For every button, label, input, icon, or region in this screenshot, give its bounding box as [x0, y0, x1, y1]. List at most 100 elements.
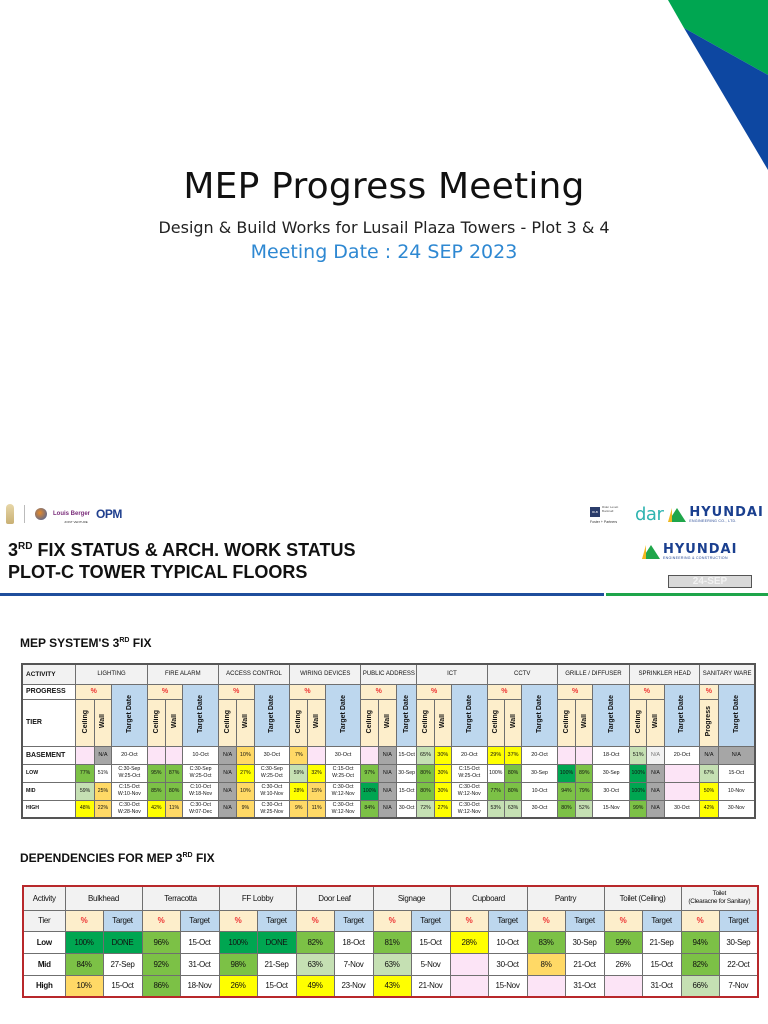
cell: N/A	[717, 745, 756, 765]
header-rule-green	[606, 593, 768, 596]
cell: 30-Sep	[592, 763, 631, 783]
cell: 84%	[64, 952, 104, 976]
cell: 8%	[526, 952, 566, 976]
cell	[663, 781, 701, 801]
cell: 10-Oct	[521, 781, 558, 801]
cell: 30-Sep	[718, 930, 759, 954]
cell: 5-Nov	[410, 952, 451, 976]
table-row: Low 100% DONE 96% 15-Oct 100% DONE 82% 1…	[22, 930, 759, 954]
cell: 100%	[629, 763, 648, 783]
wall-header: Wall	[433, 698, 452, 747]
cell: 30-Sep	[395, 763, 418, 783]
cell: 43%	[372, 974, 412, 998]
cell: 9%	[289, 799, 309, 819]
cell: N/A	[699, 745, 719, 765]
cell: 42%	[699, 799, 719, 819]
target-header: Target	[333, 909, 374, 932]
cell: 21-Oct	[564, 952, 605, 976]
cell: 21-Sep	[641, 930, 682, 954]
cell: 89%	[575, 763, 594, 783]
ceiling-header: Ceiling	[75, 698, 95, 747]
cell: 82%	[680, 952, 720, 976]
table-row: BASEMENT N/A 20-Oct 10-Oct N/A 10% 30-Oc…	[21, 745, 756, 765]
cell: 15-Oct	[641, 952, 682, 976]
cell: 26%	[218, 974, 258, 998]
cell: 63%	[295, 952, 335, 976]
cell: 72%	[416, 799, 435, 819]
cell: N/A	[646, 799, 665, 819]
pct-header: %	[75, 683, 113, 700]
cell: C:30-Sep W:25-Oct	[253, 763, 291, 783]
table-row: High 10% 15-Oct 86% 18-Nov 26% 15-Oct 49…	[22, 974, 759, 998]
cell: 10-Oct	[182, 745, 219, 765]
cell: 94%	[556, 781, 577, 801]
target-header: Target	[718, 909, 759, 932]
activity-cctv: CCTV	[486, 663, 558, 685]
cell: 21-Sep	[256, 952, 297, 976]
joint-venture-text: JOINT VENTURE	[64, 520, 88, 524]
cell: 15-Oct	[102, 974, 143, 998]
cell	[307, 745, 326, 765]
target-header: Target	[641, 909, 682, 932]
pct-header: %	[360, 683, 397, 700]
activity-header-row: ACTIVITY LIGHTING FIRE ALARM ACCESS CONT…	[21, 663, 756, 685]
cell: 63%	[372, 952, 412, 976]
target-date-header: Target Date	[182, 683, 219, 747]
dep-tier-label: Tier	[22, 909, 66, 932]
cell: C:15-Oct W:10-Nov	[111, 781, 148, 801]
cover-slide: MEP Progress Meeting Design & Build Work…	[0, 0, 768, 490]
cell: 23-Nov	[333, 974, 374, 998]
progress-header: Progress	[699, 698, 719, 747]
cell: 30-Oct	[521, 799, 558, 819]
cell: 92%	[141, 952, 181, 976]
cell: C:15-Oct W:25-Oct	[450, 763, 488, 783]
pct-header: %	[146, 683, 184, 700]
cell: 10-Oct	[487, 930, 528, 954]
cell: N/A	[217, 781, 238, 801]
target-header: Target	[179, 909, 220, 932]
pct-header: %	[141, 909, 181, 932]
slide-title-line-2: PLOT-C TOWER TYPICAL FLOORS	[8, 562, 308, 582]
cell: 86%	[141, 974, 181, 998]
cell: N/A	[217, 763, 238, 783]
header-rule-blue	[0, 593, 604, 596]
tier-label: TIER	[21, 698, 77, 747]
hyundai-engineering-logo: HYUNDAI ENGINEERING CO., LTD.	[668, 506, 763, 524]
corner-decoration-icon	[668, 0, 768, 170]
cell: 80%	[416, 763, 435, 783]
meeting-date: Meeting Date : 24 SEP 2023	[250, 241, 518, 263]
cell: C:15-Oct W:25-Oct	[324, 763, 362, 783]
cell: 80%	[503, 763, 523, 783]
cell: 80%	[556, 799, 577, 819]
cell: 100%	[218, 930, 258, 954]
dep-tier-mid: Mid	[22, 952, 66, 976]
cell: 53%	[486, 799, 505, 819]
pct-header: %	[699, 683, 719, 700]
target-date-header: Target Date	[111, 683, 148, 747]
cell: 15-Oct	[179, 930, 220, 954]
cell: 50%	[699, 781, 719, 801]
cell: 21-Nov	[410, 974, 451, 998]
cell: 96%	[141, 930, 181, 954]
activity-access-control: ACCESS CONTROL	[217, 663, 291, 685]
cell: 18-Oct	[333, 930, 374, 954]
cell: 18-Oct	[592, 745, 631, 765]
cell: 94%	[680, 930, 720, 954]
ceiling-header: Ceiling	[289, 698, 309, 747]
cell: N/A	[217, 799, 238, 819]
cell: C:30-Sep W:25-Oct	[182, 763, 219, 783]
cell: 51%	[629, 745, 648, 765]
cell: N/A	[377, 781, 397, 801]
dep-terracotta: Terracotta	[141, 885, 220, 911]
rlb-logo: RLB Rider Levett Bucknall Foster + Partn…	[590, 505, 620, 525]
cell: 48%	[75, 799, 95, 819]
cell: 99%	[629, 799, 648, 819]
pct-header: %	[416, 683, 452, 700]
cell: N/A	[217, 745, 238, 765]
cell: C:30-Oct W:12-Nov	[450, 799, 488, 819]
crest-logo-icon	[6, 504, 14, 524]
cell: 31-Oct	[641, 974, 682, 998]
tier-high: HIGH	[21, 799, 77, 819]
cell: 30%	[433, 763, 452, 783]
cell: 67%	[699, 763, 719, 783]
